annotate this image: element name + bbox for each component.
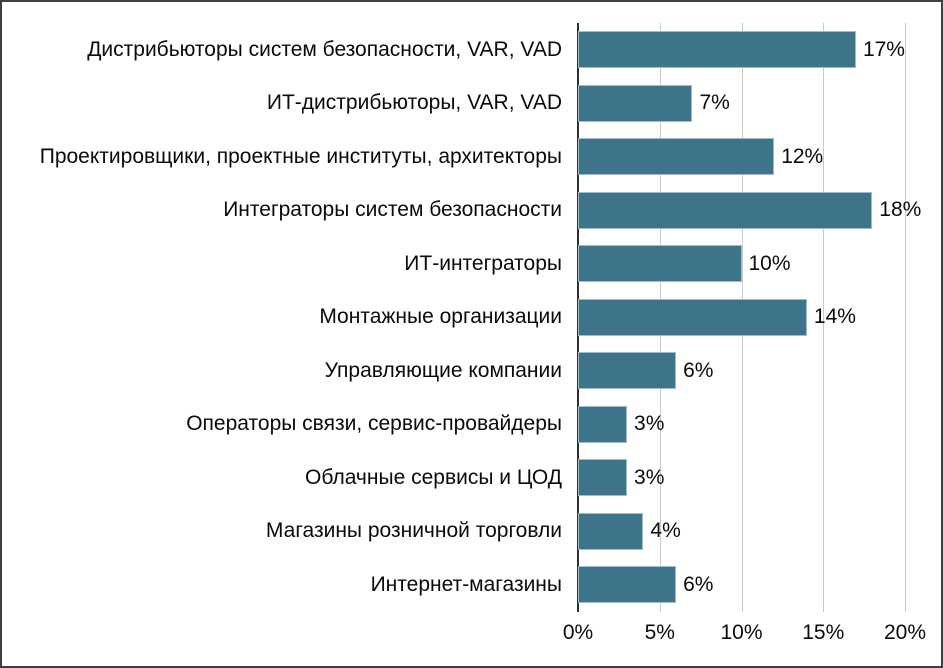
category-label: Проектировщики, проектные институты, арх… [39, 144, 562, 168]
value-label: 7% [699, 91, 730, 115]
bar [578, 138, 775, 176]
category-label: Магазины розничной торговли [265, 519, 562, 543]
value-label: 14% [813, 305, 856, 329]
category-label: Управляющие компании [324, 358, 562, 382]
value-label: 3% [634, 465, 665, 489]
x-axis: 0% 5% 10% 15% 20% [563, 612, 936, 654]
bar [578, 512, 644, 550]
bar-area: 3% [578, 451, 936, 505]
bar [578, 31, 856, 69]
category-label: Интеграторы систем безопасности [223, 198, 562, 222]
bar-row: Операторы связи, сервис-провайдеры 3% [2, 398, 941, 452]
category-label: Интернет-магазины [370, 572, 562, 596]
chart-plot-area: Дистрибьюторы систем безопасности, VAR, … [2, 23, 941, 612]
value-label: 17% [862, 37, 905, 61]
bar-area: 6% [578, 558, 936, 612]
bar-area: 4% [578, 505, 936, 559]
bar-area: 3% [578, 398, 936, 452]
bar-row: Облачные сервисы и ЦОД 3% [2, 451, 941, 505]
bar-row: Дистрибьюторы систем безопасности, VAR, … [2, 23, 941, 77]
x-tick-label: 0% [562, 620, 594, 644]
x-tick-label: 10% [720, 620, 763, 644]
bar [578, 84, 693, 122]
bar-area: 12% [578, 130, 936, 184]
bar [578, 459, 628, 497]
category-label: Операторы связи, сервис-провайдеры [186, 412, 562, 436]
bar [578, 352, 677, 390]
bar-area: 18% [578, 184, 936, 238]
value-label: 18% [879, 198, 922, 222]
bar-area: 7% [578, 77, 936, 131]
bar-row: ИТ-дистрибьюторы, VAR, VAD 7% [2, 77, 941, 131]
bar-area: 6% [578, 344, 936, 398]
bar-rows: Дистрибьюторы систем безопасности, VAR, … [2, 23, 941, 612]
bar-row: Магазины розничной торговли 4% [2, 505, 941, 559]
value-label: 4% [650, 519, 681, 543]
bar-row: Монтажные организации 14% [2, 291, 941, 345]
category-label: Облачные сервисы и ЦОД [305, 465, 562, 489]
value-label: 6% [683, 572, 714, 596]
x-tick-label: 15% [802, 620, 845, 644]
bar-row: Проектировщики, проектные институты, арх… [2, 130, 941, 184]
bar [578, 191, 873, 229]
category-label: Дистрибьюторы систем безопасности, VAR, … [87, 37, 562, 61]
bar [578, 566, 677, 604]
bar-area: 10% [578, 237, 936, 291]
bar [578, 405, 628, 443]
bar-area: 17% [578, 23, 936, 77]
x-tick-label: 5% [644, 620, 675, 644]
x-tick-label: 20% [883, 620, 927, 644]
gridline [905, 23, 906, 612]
gridline [823, 23, 825, 612]
category-label: ИТ-дистрибьюторы, VAR, VAD [266, 91, 562, 115]
bar-row: Интеграторы систем безопасности 18% [2, 184, 941, 238]
bar [578, 298, 807, 336]
bar-row: Интернет-магазины 6% [2, 558, 941, 612]
bar-area: 14% [578, 291, 936, 345]
bar [578, 245, 742, 283]
value-label: 6% [683, 358, 714, 382]
value-label: 10% [748, 251, 791, 275]
value-label: 12% [781, 144, 824, 168]
value-label: 3% [634, 412, 665, 436]
category-label: Монтажные организации [319, 305, 562, 329]
bar-row: ИТ-интеграторы 10% [2, 237, 941, 291]
bar-row: Управляющие компании 6% [2, 344, 941, 398]
category-label: ИТ-интеграторы [404, 251, 562, 275]
